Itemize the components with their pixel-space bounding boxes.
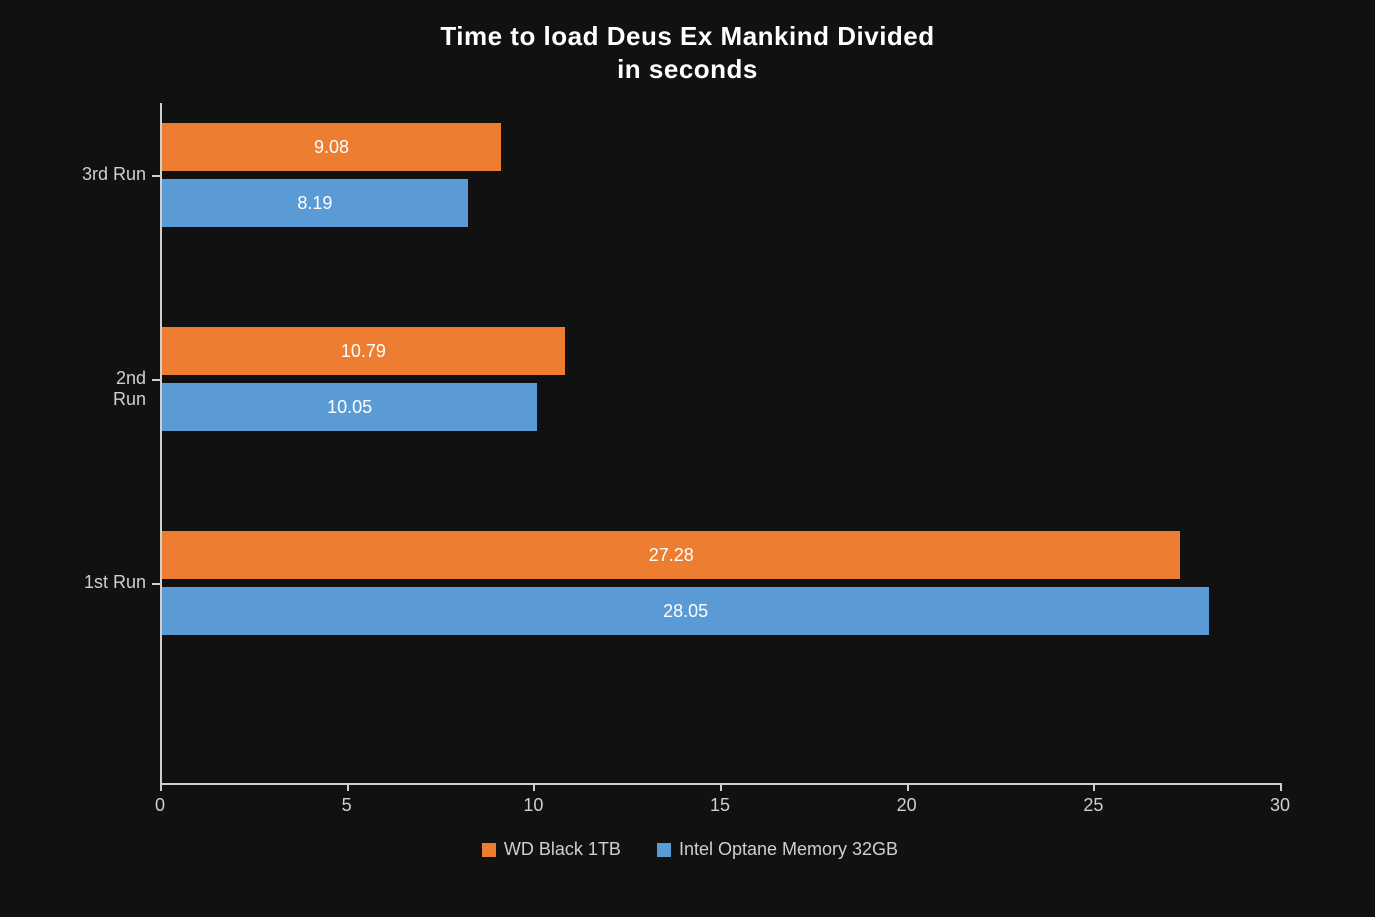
bar-value-label: 8.19 <box>297 193 332 214</box>
chart-title-line1: Time to load Deus Ex Mankind Divided <box>440 21 934 51</box>
x-tick-label: 0 <box>140 795 180 816</box>
legend-label: Intel Optane Memory 32GB <box>679 839 898 860</box>
plot-area: 0 5 10 15 20 25 30 9.08 8.19 3rd Run 10.79 10.05 2nd… <box>80 103 1300 903</box>
bar: 28.05 <box>162 587 1209 635</box>
bar: 9.08 <box>162 123 501 171</box>
bar-value-label: 28.05 <box>663 601 708 622</box>
legend: WD Black 1TB Intel Optane Memory 32GB <box>80 839 1300 862</box>
x-tick-label: 20 <box>887 795 927 816</box>
legend-item: Intel Optane Memory 32GB <box>657 839 898 860</box>
bar-value-label: 9.08 <box>314 137 349 158</box>
x-tick <box>1280 783 1282 791</box>
bar: 27.28 <box>162 531 1180 579</box>
x-tick-label: 30 <box>1260 795 1300 816</box>
chart-title-line2: in seconds <box>617 54 758 84</box>
bar-value-label: 10.79 <box>341 341 386 362</box>
bar: 10.05 <box>162 383 537 431</box>
legend-swatch <box>482 843 496 857</box>
x-tick <box>720 783 722 791</box>
chart-title: Time to load Deus Ex Mankind Divided in … <box>80 20 1295 85</box>
chart-container: Time to load Deus Ex Mankind Divided in … <box>80 20 1295 897</box>
bar: 10.79 <box>162 327 565 375</box>
y-tick <box>152 175 160 177</box>
legend-item: WD Black 1TB <box>482 839 621 860</box>
x-tick <box>907 783 909 791</box>
bar-value-label: 27.28 <box>649 545 694 566</box>
x-tick <box>347 783 349 791</box>
x-tick-label: 10 <box>513 795 553 816</box>
x-tick-label: 5 <box>327 795 367 816</box>
x-tick-label: 25 <box>1073 795 1113 816</box>
y-tick-label: 1st Run <box>80 572 146 593</box>
x-tick-label: 15 <box>700 795 740 816</box>
y-tick-label: 2nd Run <box>80 368 146 410</box>
x-tick <box>160 783 162 791</box>
y-tick <box>152 379 160 381</box>
y-tick-label: 3rd Run <box>80 164 146 185</box>
y-tick <box>152 583 160 585</box>
x-tick <box>1093 783 1095 791</box>
legend-swatch <box>657 843 671 857</box>
x-tick <box>533 783 535 791</box>
legend-label: WD Black 1TB <box>504 839 621 860</box>
bar: 8.19 <box>162 179 468 227</box>
bar-value-label: 10.05 <box>327 397 372 418</box>
